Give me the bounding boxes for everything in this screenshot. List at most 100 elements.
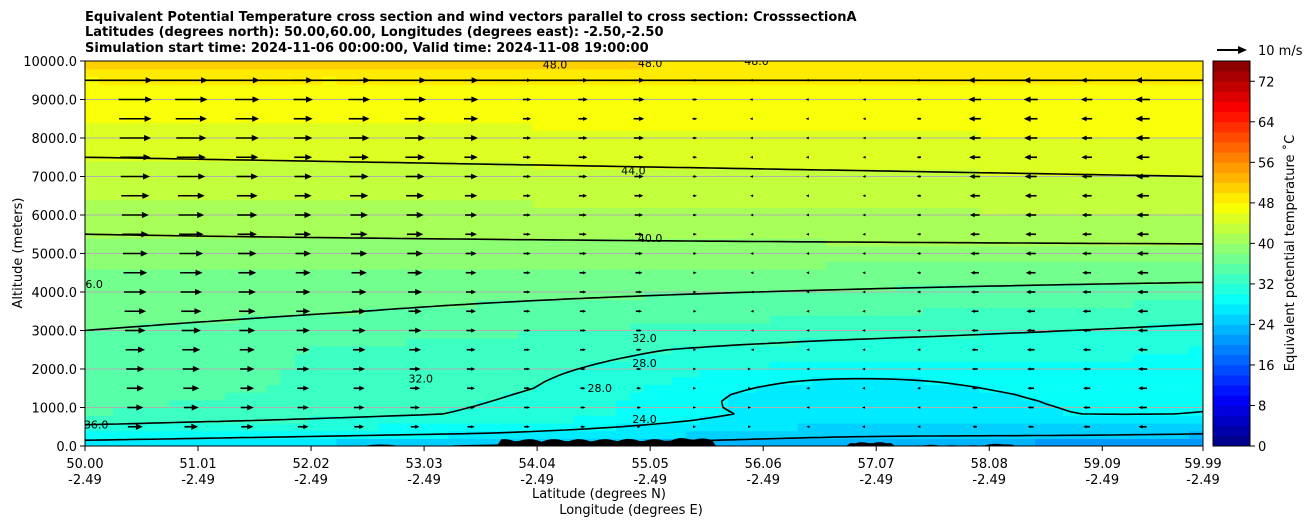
contour-fill-cell — [588, 176, 603, 185]
wind-vector-arrowhead — [249, 231, 257, 238]
contour-fill-cell — [280, 176, 296, 185]
contour-fill-cell — [797, 222, 813, 231]
contour-fill-cell — [154, 176, 170, 185]
contour-fill-cell — [616, 207, 631, 216]
contour-fill-cell — [294, 84, 310, 93]
contour-fill-cell — [322, 168, 338, 178]
contour-fill-cell — [1049, 268, 1064, 278]
contour-fill-cell — [867, 161, 883, 170]
contour-fill-cell — [1175, 330, 1190, 339]
contour-fill-cell — [406, 138, 421, 147]
contour-fill-cell — [616, 68, 631, 77]
wind-vector-arrowhead — [415, 288, 423, 296]
contour-fill-cell — [322, 122, 338, 131]
contour-fill-cell — [140, 253, 156, 262]
contour-fill-cell — [951, 376, 967, 385]
contour-fill-cell — [951, 130, 967, 139]
contour-fill-cell — [350, 407, 366, 416]
contour-fill-cell — [951, 415, 967, 424]
contour-fill-cell — [1049, 230, 1064, 239]
contour-fill-cell — [644, 222, 659, 231]
contour-fill-cell — [1147, 392, 1162, 401]
contour-fill-cell — [252, 84, 268, 93]
contour-fill-cell — [825, 353, 841, 362]
contour-fill-cell — [308, 353, 324, 362]
contour-fill-cell — [140, 68, 156, 77]
contour-fill-cell — [518, 238, 533, 247]
contour-fill-cell — [1147, 61, 1162, 70]
contour-fill-cell — [112, 238, 128, 247]
contour-fill-cell — [98, 330, 114, 339]
contour-fill-cell — [322, 268, 338, 278]
contour-fill-cell — [378, 222, 394, 231]
contour-fill-cell — [993, 114, 1008, 124]
contour-fill-cell — [1175, 253, 1190, 262]
contour-fill-cell — [853, 107, 869, 116]
contour-fill-cell — [713, 384, 729, 393]
wind-vector-arrowhead — [305, 115, 313, 122]
contour-fill-cell — [336, 84, 352, 93]
contour-fill-cell — [112, 438, 128, 446]
contour-fill-cell — [755, 384, 771, 393]
contour-fill-cell — [336, 307, 352, 316]
contour-fill-cell — [420, 145, 435, 154]
contour-fill-cell — [923, 215, 939, 224]
contour-fill-cell — [140, 238, 156, 247]
contour-fill-cell — [490, 407, 505, 416]
contour-fill-cell — [420, 84, 435, 93]
contour-fill-cell — [462, 438, 477, 446]
contour-fill-cell — [294, 261, 310, 270]
contour-fill-cell — [196, 345, 212, 355]
contour-fill-cell — [224, 307, 240, 316]
contour-fill-cell — [713, 361, 729, 370]
contour-fill-cell — [252, 307, 268, 316]
contour-fill-cell — [671, 61, 687, 70]
contour-fill-cell — [490, 376, 505, 385]
contour-fill-cell — [490, 338, 505, 347]
contour-fill-cell — [448, 191, 463, 201]
contour-fill-cell — [1189, 422, 1203, 432]
wind-vector-arrowhead — [750, 348, 754, 352]
contour-fill-cell — [1161, 168, 1176, 178]
contour-fill-cell — [322, 107, 338, 116]
contour-fill-cell — [392, 392, 408, 401]
contour-fill-cell — [769, 353, 785, 362]
contour-fill-cell — [490, 292, 505, 301]
contour-fill-cell — [895, 168, 911, 178]
contour-fill-cell — [126, 99, 142, 108]
contour-fill-cell — [1021, 68, 1036, 77]
contour-fill-cell — [224, 176, 240, 185]
contour-fill-cell — [448, 238, 463, 247]
contour-fill-cell — [308, 361, 324, 370]
colorbar-band — [1213, 294, 1250, 305]
contour-fill-cell — [839, 392, 855, 401]
contour-fill-cell — [560, 299, 575, 308]
contour-fill-cell — [518, 130, 533, 139]
wind-vector-arrowhead — [250, 211, 258, 219]
contour-fill-cell — [1189, 191, 1203, 201]
wind-vector-arrowhead — [471, 425, 475, 429]
contour-fill-cell — [602, 361, 617, 370]
contour-fill-cell — [797, 438, 813, 446]
contour-fill-cell — [168, 353, 184, 362]
contour-fill-cell — [699, 353, 715, 362]
contour-fill-cell — [797, 369, 813, 378]
contour-fill-cell — [1105, 376, 1120, 385]
contour-fill-cell — [909, 253, 925, 262]
contour-fill-cell — [685, 161, 701, 170]
contour-fill-cell — [602, 399, 617, 409]
contour-fill-cell — [1049, 315, 1064, 324]
contour-fill-cell — [685, 215, 701, 224]
contour-fill-cell — [616, 392, 631, 401]
contour-fill-cell — [909, 122, 925, 131]
wind-vector-arrowhead — [304, 211, 312, 219]
contour-fill-cell — [1063, 68, 1078, 77]
contour-fill-cell — [406, 253, 421, 262]
contour-fill-cell — [1119, 268, 1134, 278]
contour-fill-cell — [420, 245, 435, 255]
contour-fill-cell — [783, 369, 799, 378]
contour-fill-cell — [951, 107, 967, 116]
contour-fill-cell — [1161, 438, 1176, 446]
contour-fill-cell — [560, 191, 575, 201]
contour-fill-cell — [755, 84, 771, 93]
